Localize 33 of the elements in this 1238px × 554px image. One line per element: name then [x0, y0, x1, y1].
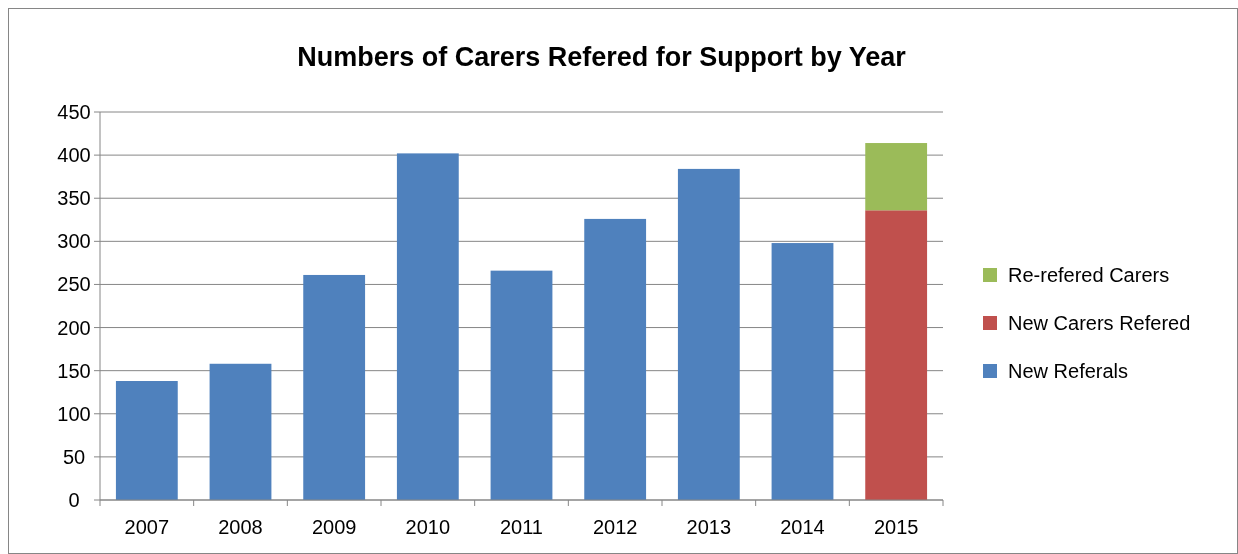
chart-title: Numbers of Carers Refered for Support by Year — [297, 42, 907, 72]
x-tick-label: 2015 — [873, 516, 919, 538]
x-tick-label: 2009 — [311, 516, 357, 538]
x-tick-label: 2014 — [780, 516, 825, 538]
legend-label: New Referals — [1008, 360, 1129, 382]
bar — [771, 243, 834, 500]
bar — [396, 153, 459, 500]
y-tick-label: 400 — [57, 144, 91, 167]
x-tick-label: 2012 — [592, 516, 638, 538]
bar — [584, 218, 647, 500]
bar — [865, 143, 928, 211]
bar — [677, 168, 740, 500]
y-tick-label: 100 — [57, 402, 91, 425]
legend-label: New Carers Refered — [1008, 312, 1191, 334]
y-tick-label: 250 — [57, 273, 91, 296]
bar — [303, 274, 366, 500]
bar — [209, 363, 272, 500]
bar — [490, 270, 553, 500]
y-tick-label: 350 — [57, 187, 91, 210]
y-tick-label: 0 — [68, 489, 80, 511]
x-tick-label: 2011 — [499, 516, 544, 538]
x-tick-label: 2008 — [218, 516, 263, 538]
y-tick-label: 200 — [57, 316, 91, 339]
x-tick-label: 2007 — [124, 516, 170, 538]
bar — [115, 381, 178, 500]
legend-label: Re-refered Carers — [1008, 264, 1170, 286]
x-tick-label: 2010 — [405, 516, 451, 538]
bar — [865, 210, 928, 500]
y-tick-label: 450 — [57, 101, 91, 123]
x-tick-label: 2013 — [686, 516, 732, 538]
y-tick-label: 300 — [57, 230, 91, 253]
y-tick-label: 150 — [57, 359, 91, 382]
y-tick-label: 50 — [62, 445, 86, 468]
